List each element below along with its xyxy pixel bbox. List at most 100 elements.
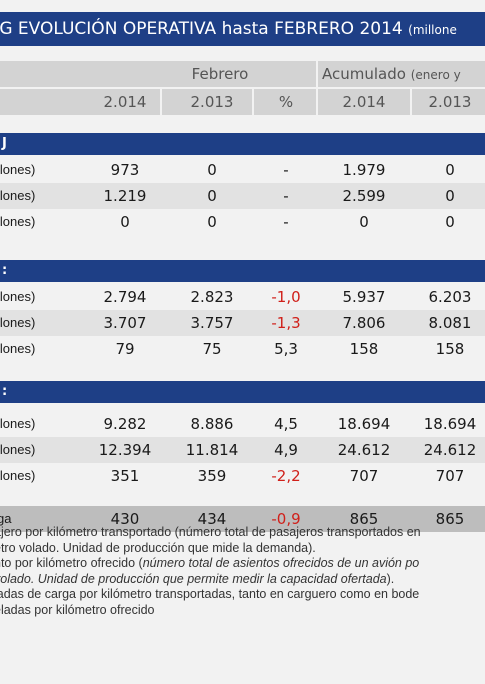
cell-feb-2014: 12.394	[98, 441, 152, 459]
row-label: llones)	[0, 214, 36, 229]
footnote-line: eladas por kilómetro ofrecido	[0, 602, 155, 617]
header-column-row: 2.014 2.013 % 2.014 2.013	[0, 89, 485, 115]
row-label: ga	[0, 511, 12, 526]
cell-acc-2013: 0	[445, 213, 455, 231]
section-label: :	[2, 263, 8, 278]
cell-feb-2014: 3.707	[103, 314, 147, 332]
row-label: llones)	[0, 315, 36, 330]
cell-feb-2013: 3.757	[190, 314, 234, 332]
header-group-row: Febrero Acumulado (enero y	[0, 61, 485, 87]
cell-feb-2013: 8.886	[190, 415, 234, 433]
header-col-acc-2013: 2.013	[428, 93, 472, 111]
cell-feb-2013: 0	[207, 161, 217, 179]
footnote-italic-text: número total de asientos ofrecidos de un…	[142, 556, 420, 570]
section-header: J	[0, 133, 485, 155]
cell-acc-2014: 2.599	[342, 187, 386, 205]
cell-feb-2014: 9.282	[103, 415, 147, 433]
cell-feb-2013: 2.823	[190, 288, 234, 306]
table-row: llones) 351 359 -2,2 707 707	[0, 463, 485, 489]
cell-percent: -2,2	[271, 467, 301, 485]
header-acumulado: Acumulado (enero y	[322, 61, 485, 87]
table-row: llones) 79 75 5,3 158 158	[0, 336, 485, 362]
table-row: llones) 9.282 8.886 4,5 18.694 18.694	[0, 411, 485, 437]
cell-acc-2014: 7.806	[342, 314, 386, 332]
cell-acc-2013: 6.203	[428, 288, 472, 306]
row-label: llones)	[0, 341, 36, 356]
row-label: llones)	[0, 162, 36, 177]
cell-percent: -1,3	[271, 314, 301, 332]
header-col-feb-2013: 2.013	[190, 93, 234, 111]
section-header: :	[0, 260, 485, 282]
cell-percent: 5,3	[274, 340, 298, 358]
report-title-bar: AG EVOLUCIÓN OPERATIVA hasta FEBRERO 201…	[0, 12, 485, 46]
row-label: llones)	[0, 468, 36, 483]
section-label: J	[2, 136, 7, 151]
section-label: :	[2, 384, 8, 399]
header-separator	[410, 89, 412, 115]
header-febrero: Febrero	[191, 65, 249, 83]
footnote-line: nto por kilómetro ofrecido (número total…	[0, 556, 485, 572]
cell-feb-2014: 0	[120, 213, 130, 231]
table-row: llones) 12.394 11.814 4,9 24.612 24.612	[0, 437, 485, 463]
cell-acc-2014: 158	[349, 340, 379, 358]
cell-percent: -1,0	[271, 288, 301, 306]
cell-acc-2014: 0	[359, 213, 369, 231]
cell-acc-2013: 707	[435, 467, 465, 485]
cell-acc-2014: 1.979	[342, 161, 386, 179]
header-acumulado-range: (enero y	[410, 68, 461, 82]
header-separator	[160, 89, 162, 115]
header-divider	[68, 87, 485, 89]
row-label: llones)	[0, 188, 36, 203]
cell-acc-2013: 158	[435, 340, 465, 358]
header-separator	[252, 89, 254, 115]
cell-acc-2013: 0	[445, 187, 455, 205]
footnote-line: etro volado. Unidad de producción que mi…	[0, 540, 316, 555]
cell-acc-2013: 8.081	[428, 314, 472, 332]
cell-feb-2014: 973	[110, 161, 140, 179]
cell-acc-2014: 707	[349, 467, 379, 485]
footnote-text: nto por kilómetro ofrecido (	[0, 556, 143, 570]
cell-percent: -0,9	[271, 510, 301, 528]
cell-feb-2014: 2.794	[103, 288, 147, 306]
cell-acc-2013: 865	[435, 510, 465, 528]
row-label: llones)	[0, 416, 36, 431]
cell-acc-2014: 865	[349, 510, 379, 528]
cell-feb-2013: 434	[197, 510, 227, 528]
header-separator	[316, 61, 318, 87]
cell-acc-2014: 18.694	[337, 415, 391, 433]
row-label: llones)	[0, 442, 36, 457]
header-col-feb-2014: 2.014	[103, 93, 147, 111]
cell-acc-2013: 18.694	[423, 415, 477, 433]
cell-acc-2013: 0	[445, 161, 455, 179]
header-acumulado-label: Acumulado	[322, 65, 406, 83]
header-col-acc-2014: 2.014	[342, 93, 386, 111]
cell-feb-2014: 430	[110, 510, 140, 528]
table-row: llones) 3.707 3.757 -1,3 7.806 8.081	[0, 310, 485, 336]
report-title-suffix: (millone	[408, 23, 457, 37]
cell-feb-2014: 79	[115, 340, 135, 358]
cell-feb-2013: 11.814	[185, 441, 239, 459]
report-title: AG EVOLUCIÓN OPERATIVA hasta FEBRERO 201…	[0, 19, 403, 39]
footnote-line: ajero por kilómetro transportado (número…	[0, 525, 421, 539]
footnote-italic-text: volado. Unidad de producción que permite…	[0, 571, 387, 586]
table-row: llones) 2.794 2.823 -1,0 5.937 6.203	[0, 284, 485, 310]
cell-feb-2014: 1.219	[103, 187, 147, 205]
footnote-text: ).	[386, 571, 395, 586]
cell-feb-2013: 0	[207, 213, 217, 231]
cell-feb-2013: 75	[202, 340, 222, 358]
footnote-line: volado. Unidad de producción que permite…	[0, 572, 485, 588]
cell-acc-2013: 24.612	[423, 441, 477, 459]
section-header: :	[0, 381, 485, 403]
table-row: llones) 1.219 0 - 2.599 0	[0, 183, 485, 209]
cell-feb-2014: 351	[110, 467, 140, 485]
row-label: llones)	[0, 289, 36, 304]
cell-percent: -	[283, 161, 289, 179]
cell-percent: -	[283, 187, 289, 205]
cell-feb-2013: 0	[207, 187, 217, 205]
header-separator	[316, 89, 318, 115]
cell-percent: -	[283, 213, 289, 231]
header-col-percent: %	[278, 93, 294, 111]
cell-percent: 4,9	[274, 441, 298, 459]
cell-acc-2014: 5.937	[342, 288, 386, 306]
table-row: llones) 0 0 - 0 0	[0, 209, 485, 235]
